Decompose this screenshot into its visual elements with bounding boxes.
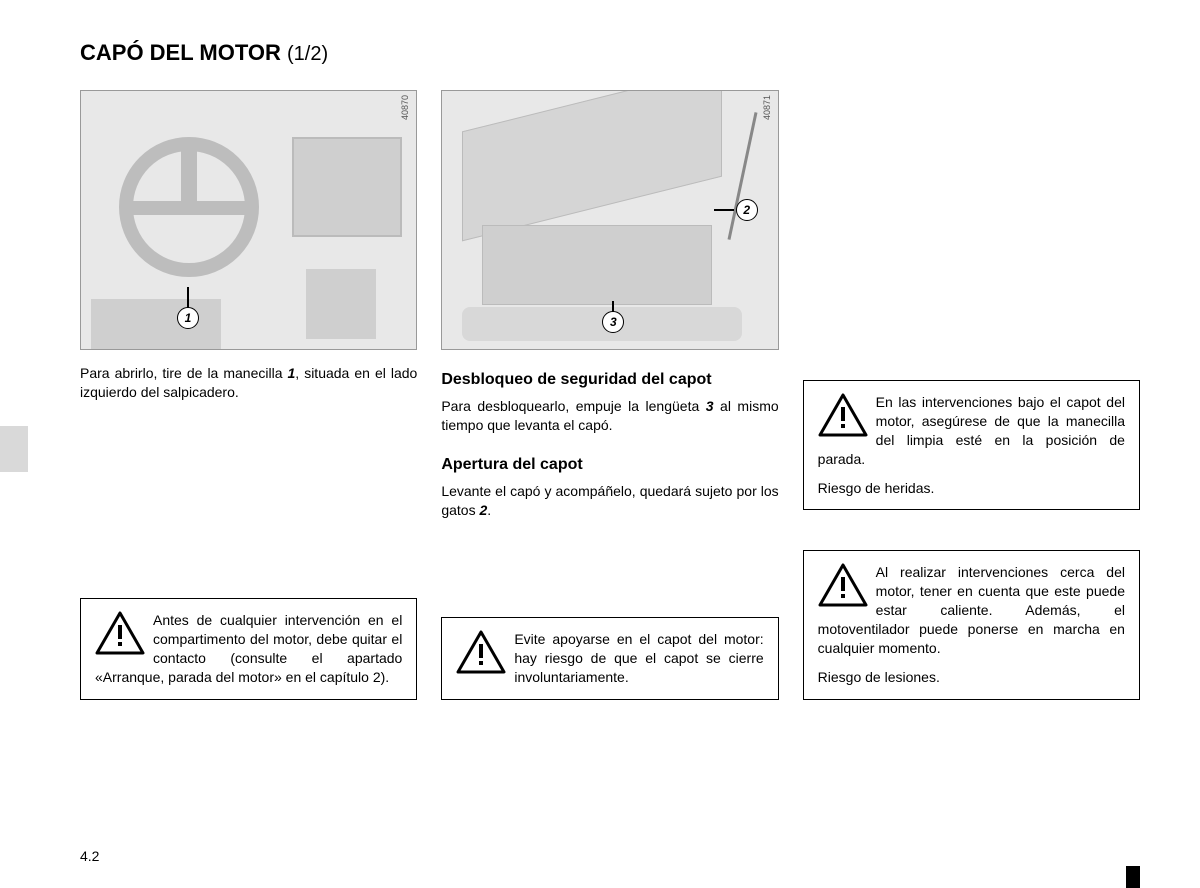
subheading-unlock: Desbloqueo de seguridad del capot bbox=[441, 370, 778, 389]
spacer bbox=[803, 90, 1140, 287]
warning-box-lean: Evite apoyarse en el capot del motor: ha… bbox=[441, 617, 778, 700]
page-number: 4.2 bbox=[80, 848, 99, 864]
dashboard-illustration bbox=[81, 91, 416, 349]
warning-box-contact: Antes de cualquier intervención en el co… bbox=[80, 598, 417, 700]
warning-box-hot-engine: Al realizar intervenciones cerca del mot… bbox=[803, 550, 1140, 699]
manual-page: CAPÓ DEL MOTOR (1/2) 40870 1 Para abrirl… bbox=[0, 0, 1200, 730]
crop-mark bbox=[1126, 866, 1140, 888]
col2-paragraph-2: Levante el capó y acompáñelo, quedará su… bbox=[441, 482, 778, 520]
title-main: CAPÓ DEL MOTOR bbox=[80, 40, 281, 65]
figure-dashboard: 40870 1 bbox=[80, 90, 417, 350]
warning-icon bbox=[818, 393, 868, 437]
content-columns: 40870 1 Para abrirlo, tire de la manecil… bbox=[80, 90, 1140, 700]
warning-icon bbox=[95, 611, 145, 655]
col3-warning-stack: En las intervenciones bajo el capot del … bbox=[803, 287, 1140, 700]
warning-icon bbox=[456, 630, 506, 674]
column-3: En las intervenciones bajo el capot del … bbox=[803, 90, 1140, 700]
callout-1: 1 bbox=[177, 307, 199, 329]
title-part: (1/2) bbox=[287, 43, 328, 65]
page-title: CAPÓ DEL MOTOR (1/2) bbox=[80, 40, 1140, 66]
warning-icon bbox=[818, 563, 868, 607]
section-tab bbox=[0, 426, 28, 472]
figure-engine-bay: 40871 2 3 bbox=[441, 90, 778, 350]
callout-2: 2 bbox=[736, 199, 758, 221]
col1-paragraph: Para abrirlo, tire de la manecilla 1, si… bbox=[80, 364, 417, 402]
warning-risk: Riesgo de heridas. bbox=[818, 479, 1125, 498]
column-1: 40870 1 Para abrirlo, tire de la manecil… bbox=[80, 90, 417, 700]
subheading-open: Apertura del capot bbox=[441, 455, 778, 474]
column-2: 40871 2 3 Desbloqueo de seguridad del ca… bbox=[441, 90, 778, 700]
warning-risk: Riesgo de lesiones. bbox=[818, 668, 1125, 687]
col2-paragraph-1: Para desbloquearlo, empuje la lengüeta 3… bbox=[441, 397, 778, 435]
warning-box-wiper: En las intervenciones bajo el capot del … bbox=[803, 380, 1140, 510]
